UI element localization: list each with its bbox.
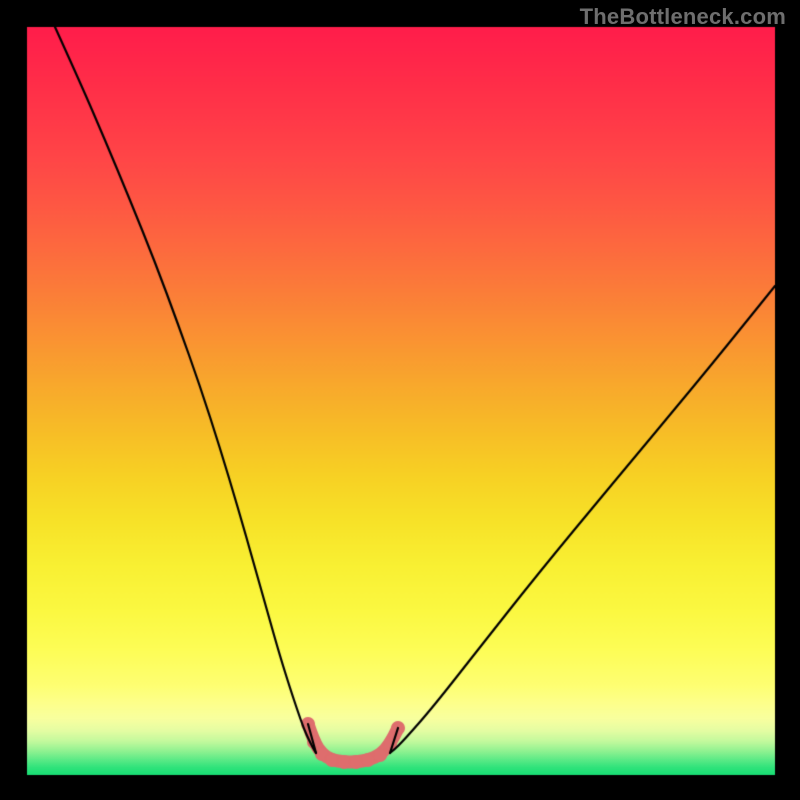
watermark-text: TheBottleneck.com [580, 4, 786, 30]
chart-stage: TheBottleneck.com [0, 0, 800, 800]
bottleneck-chart-canvas [0, 0, 800, 800]
